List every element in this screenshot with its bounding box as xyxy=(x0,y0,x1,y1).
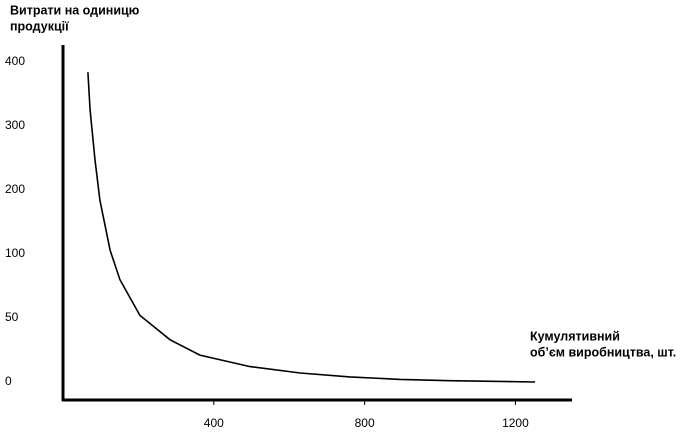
y-tick-label: 400 xyxy=(5,54,25,68)
x-tick-label: 400 xyxy=(204,416,224,430)
y-axis-label: Витрати на одиницю xyxy=(10,3,140,17)
y-tick-label: 300 xyxy=(5,118,25,132)
x-axis-label: обʼєм виробництва, шт. xyxy=(530,345,676,359)
x-tick-label: 1200 xyxy=(502,416,529,430)
y-tick-label: 0 xyxy=(5,374,12,388)
y-axis-label: продукції xyxy=(10,19,69,33)
x-tick-label: 800 xyxy=(355,416,375,430)
y-tick-label: 50 xyxy=(5,310,19,324)
curve xyxy=(87,72,536,383)
x-axis-label: Кумулятивний xyxy=(530,329,620,343)
y-tick-label: 100 xyxy=(5,246,25,260)
y-tick-label: 200 xyxy=(5,182,25,196)
